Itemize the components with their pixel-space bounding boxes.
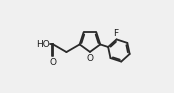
Text: O: O <box>86 54 93 63</box>
Text: O: O <box>50 58 57 67</box>
Text: F: F <box>113 29 119 38</box>
Text: HO: HO <box>36 40 50 49</box>
